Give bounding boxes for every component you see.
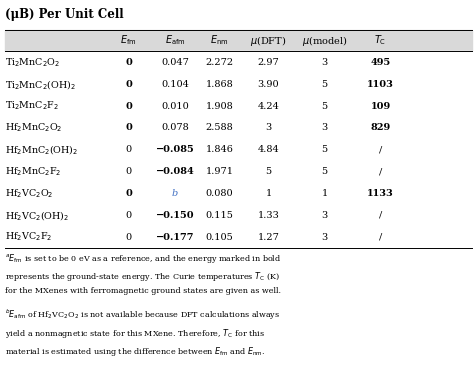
Text: 1.908: 1.908 bbox=[206, 102, 233, 110]
Text: −0.085: −0.085 bbox=[156, 145, 194, 154]
Text: 1: 1 bbox=[321, 189, 328, 198]
Text: Ti$_{2}$MnC$_{2}$(OH)$_{2}$: Ti$_{2}$MnC$_{2}$(OH)$_{2}$ bbox=[5, 78, 75, 91]
Text: Ti$_{2}$MnC$_{2}$O$_{2}$: Ti$_{2}$MnC$_{2}$O$_{2}$ bbox=[5, 56, 60, 69]
Text: Hf$_{2}$MnC$_{2}$F$_{2}$: Hf$_{2}$MnC$_{2}$F$_{2}$ bbox=[5, 165, 61, 178]
Text: −0.177: −0.177 bbox=[156, 233, 194, 241]
Text: 0.115: 0.115 bbox=[206, 211, 234, 220]
Text: /: / bbox=[379, 167, 382, 176]
Text: 0: 0 bbox=[125, 58, 132, 67]
Text: 1103: 1103 bbox=[367, 80, 394, 89]
Text: 0: 0 bbox=[125, 189, 132, 198]
Bar bbox=[5, 117, 472, 139]
Bar bbox=[5, 95, 472, 117]
Text: $^{a}E_{\mathrm{fm}}$ is set to be 0 eV as a reference, and the energy marked in: $^{a}E_{\mathrm{fm}}$ is set to be 0 eV … bbox=[5, 252, 281, 294]
Text: 5: 5 bbox=[321, 102, 328, 110]
Text: −0.150: −0.150 bbox=[156, 211, 194, 220]
Text: 109: 109 bbox=[371, 102, 391, 110]
Bar bbox=[5, 30, 472, 51]
Text: $\mu$(DFT): $\mu$(DFT) bbox=[250, 33, 287, 47]
Text: 1.868: 1.868 bbox=[206, 80, 233, 89]
Text: $^{b}E_{\mathrm{afm}}$ of Hf$_{2}$VC$_{2}$O$_{2}$ is not available because DFT c: $^{b}E_{\mathrm{afm}}$ of Hf$_{2}$VC$_{2… bbox=[5, 308, 280, 358]
Text: /: / bbox=[379, 211, 382, 220]
Text: 0: 0 bbox=[126, 145, 131, 154]
Text: 3: 3 bbox=[321, 58, 328, 67]
Text: 3.90: 3.90 bbox=[258, 80, 279, 89]
Text: $E_{\mathrm{nm}}$: $E_{\mathrm{nm}}$ bbox=[210, 34, 229, 47]
Text: Ti$_{2}$MnC$_{2}$F$_{2}$: Ti$_{2}$MnC$_{2}$F$_{2}$ bbox=[5, 100, 59, 112]
Text: 0: 0 bbox=[126, 167, 131, 176]
Text: 3: 3 bbox=[321, 211, 328, 220]
Text: 2.272: 2.272 bbox=[205, 58, 234, 67]
Text: 0.010: 0.010 bbox=[161, 102, 189, 110]
Text: 5: 5 bbox=[321, 80, 328, 89]
Text: 2.588: 2.588 bbox=[206, 123, 233, 132]
Text: 2.97: 2.97 bbox=[258, 58, 279, 67]
Text: 0: 0 bbox=[125, 102, 132, 110]
Text: 0: 0 bbox=[126, 233, 131, 241]
Text: 5: 5 bbox=[265, 167, 272, 176]
Text: 1.33: 1.33 bbox=[257, 211, 280, 220]
Text: Hf$_{2}$VC$_{2}$(OH)$_{2}$: Hf$_{2}$VC$_{2}$(OH)$_{2}$ bbox=[5, 209, 69, 222]
Text: Hf$_{2}$VC$_{2}$F$_{2}$: Hf$_{2}$VC$_{2}$F$_{2}$ bbox=[5, 231, 52, 243]
Text: $T_{\mathrm{C}}$: $T_{\mathrm{C}}$ bbox=[374, 34, 387, 47]
Text: −0.084: −0.084 bbox=[156, 167, 194, 176]
Text: 5: 5 bbox=[321, 145, 328, 154]
Text: $E_{\mathrm{afm}}$: $E_{\mathrm{afm}}$ bbox=[165, 34, 185, 47]
Bar bbox=[5, 226, 472, 248]
Bar bbox=[5, 182, 472, 204]
Text: 3: 3 bbox=[265, 123, 272, 132]
Text: $\mu$(model): $\mu$(model) bbox=[302, 33, 347, 47]
Text: Hf$_{2}$MnC$_{2}$(OH)$_{2}$: Hf$_{2}$MnC$_{2}$(OH)$_{2}$ bbox=[5, 143, 78, 156]
Text: Hf$_{2}$MnC$_{2}$O$_{2}$: Hf$_{2}$MnC$_{2}$O$_{2}$ bbox=[5, 121, 62, 134]
Text: 4.24: 4.24 bbox=[257, 102, 280, 110]
Text: /: / bbox=[379, 145, 382, 154]
Text: 0.105: 0.105 bbox=[206, 233, 233, 241]
Text: Hf$_{2}$VC$_{2}$O$_{2}$: Hf$_{2}$VC$_{2}$O$_{2}$ bbox=[5, 187, 53, 200]
Text: 0: 0 bbox=[125, 80, 132, 89]
Text: 0.080: 0.080 bbox=[206, 189, 233, 198]
Text: 0.078: 0.078 bbox=[161, 123, 189, 132]
Text: 1: 1 bbox=[265, 189, 272, 198]
Text: 4.84: 4.84 bbox=[258, 145, 279, 154]
Text: 0.047: 0.047 bbox=[161, 58, 189, 67]
Bar bbox=[5, 161, 472, 182]
Bar bbox=[5, 73, 472, 95]
Text: 0: 0 bbox=[125, 123, 132, 132]
Text: b: b bbox=[172, 189, 178, 198]
Text: $E_{\mathrm{fm}}$: $E_{\mathrm{fm}}$ bbox=[120, 34, 137, 47]
Text: 495: 495 bbox=[371, 58, 391, 67]
Text: 1133: 1133 bbox=[367, 189, 394, 198]
Text: 829: 829 bbox=[371, 123, 391, 132]
Text: /: / bbox=[379, 233, 382, 241]
Text: 1.846: 1.846 bbox=[206, 145, 234, 154]
Text: 1.27: 1.27 bbox=[257, 233, 280, 241]
Text: 3: 3 bbox=[321, 233, 328, 241]
Text: 3: 3 bbox=[321, 123, 328, 132]
Text: 5: 5 bbox=[321, 167, 328, 176]
Text: 0.104: 0.104 bbox=[161, 80, 189, 89]
Bar bbox=[5, 139, 472, 161]
Bar bbox=[5, 204, 472, 226]
Text: 1.971: 1.971 bbox=[206, 167, 234, 176]
Text: (μB) Per Unit Cell: (μB) Per Unit Cell bbox=[5, 8, 123, 21]
Text: 0: 0 bbox=[126, 211, 131, 220]
Bar bbox=[5, 51, 472, 73]
